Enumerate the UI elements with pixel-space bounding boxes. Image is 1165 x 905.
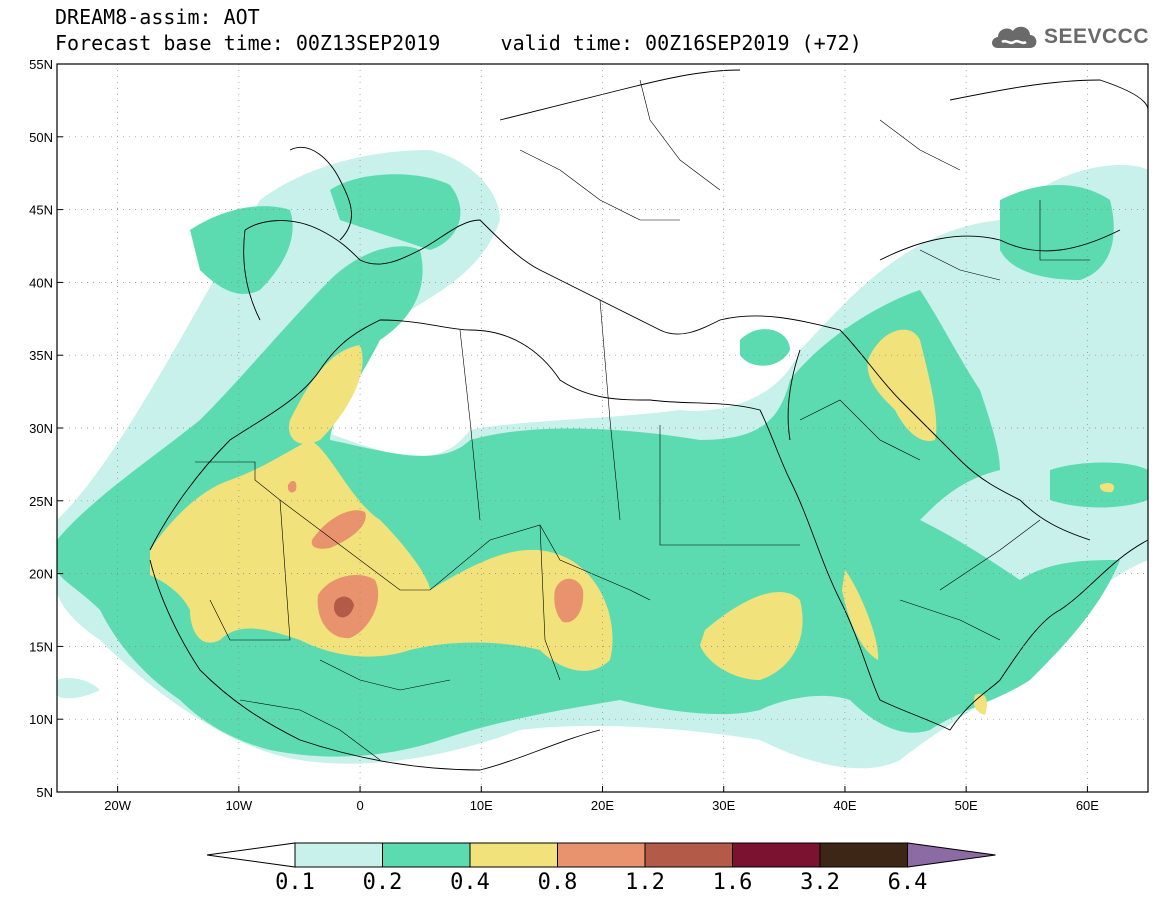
coastlines <box>149 69 1148 771</box>
chart-title: DREAM8-assim: AOT <box>55 5 260 29</box>
colorbar-level-label: 3.2 <box>800 870 840 895</box>
lat-tick-label: 45N <box>29 203 53 218</box>
lat-tick-label: 35N <box>29 348 53 363</box>
lat-tick-label: 10N <box>29 712 53 727</box>
country-borders <box>195 79 1090 761</box>
lat-ticks: 5N 10N 15N 20N 25N 30N 35N 40N 45N 50N 55N <box>29 57 63 800</box>
aot-band-0.4 <box>150 329 1115 715</box>
lon-ticks: 20W 10W 0 10E 20E 30E 40E 50E 60E <box>104 786 1099 813</box>
aot-band-1.2 <box>333 596 354 618</box>
colorbar: 0.1 0.2 0.4 0.8 1.2 1.6 3.2 6.4 <box>206 842 996 895</box>
gridlines <box>57 63 1148 793</box>
colorbar-level-label: 6.4 <box>888 870 928 895</box>
colorbar-level-label: 1.2 <box>625 870 665 895</box>
lon-tick-label: 10W <box>225 798 252 813</box>
colorbar-swatch <box>382 842 471 868</box>
colorbar-level-label: 0.1 <box>275 870 315 895</box>
lon-tick-label: 20W <box>104 798 131 813</box>
lat-tick-label: 15N <box>29 639 53 654</box>
cloud-icon <box>991 26 1037 48</box>
lon-tick-label: 10E <box>470 798 493 813</box>
time-info: Forecast base time: 00Z13SEP2019 valid t… <box>55 32 862 54</box>
lat-tick-label: 20N <box>29 567 53 582</box>
lon-tick-label: 50E <box>955 798 978 813</box>
colorbar-low-arrow <box>206 842 296 868</box>
lat-tick-label: 5N <box>36 785 53 800</box>
lon-tick-label: 20E <box>591 798 614 813</box>
lat-tick-label: 55N <box>29 57 53 72</box>
valid-time: valid time: 00Z16SEP2019 (+72) <box>500 31 862 55</box>
aot-contours <box>57 150 1148 769</box>
base-time: Forecast base time: 00Z13SEP2019 <box>55 31 441 55</box>
colorbar-swatch <box>557 842 646 868</box>
lon-tick-label: 0 <box>356 798 363 813</box>
seevccc-logo: SEEVCCC <box>988 20 1149 54</box>
lon-tick-label: 30E <box>712 798 735 813</box>
colorbar-level-label: 1.6 <box>713 870 753 895</box>
lat-tick-label: 25N <box>29 494 53 509</box>
lat-tick-label: 40N <box>29 275 53 290</box>
colorbar-level-label: 0.4 <box>450 870 490 895</box>
colorbar-swatch <box>469 842 558 868</box>
lon-tick-label: 40E <box>833 798 856 813</box>
colorbar-high-arrow <box>907 842 996 868</box>
logo-text: SEEVCCC <box>1043 25 1149 48</box>
colorbar-swatch <box>732 842 821 868</box>
colorbar-swatch <box>644 842 733 868</box>
lat-tick-label: 30N <box>29 421 53 436</box>
lon-tick-label: 60E <box>1076 798 1099 813</box>
colorbar-swatch <box>294 842 383 868</box>
colorbar-level-label: 0.2 <box>363 870 403 895</box>
colorbar-level-label: 0.8 <box>538 870 578 895</box>
colorbar-swatch <box>819 842 908 868</box>
lat-tick-label: 50N <box>29 130 53 145</box>
